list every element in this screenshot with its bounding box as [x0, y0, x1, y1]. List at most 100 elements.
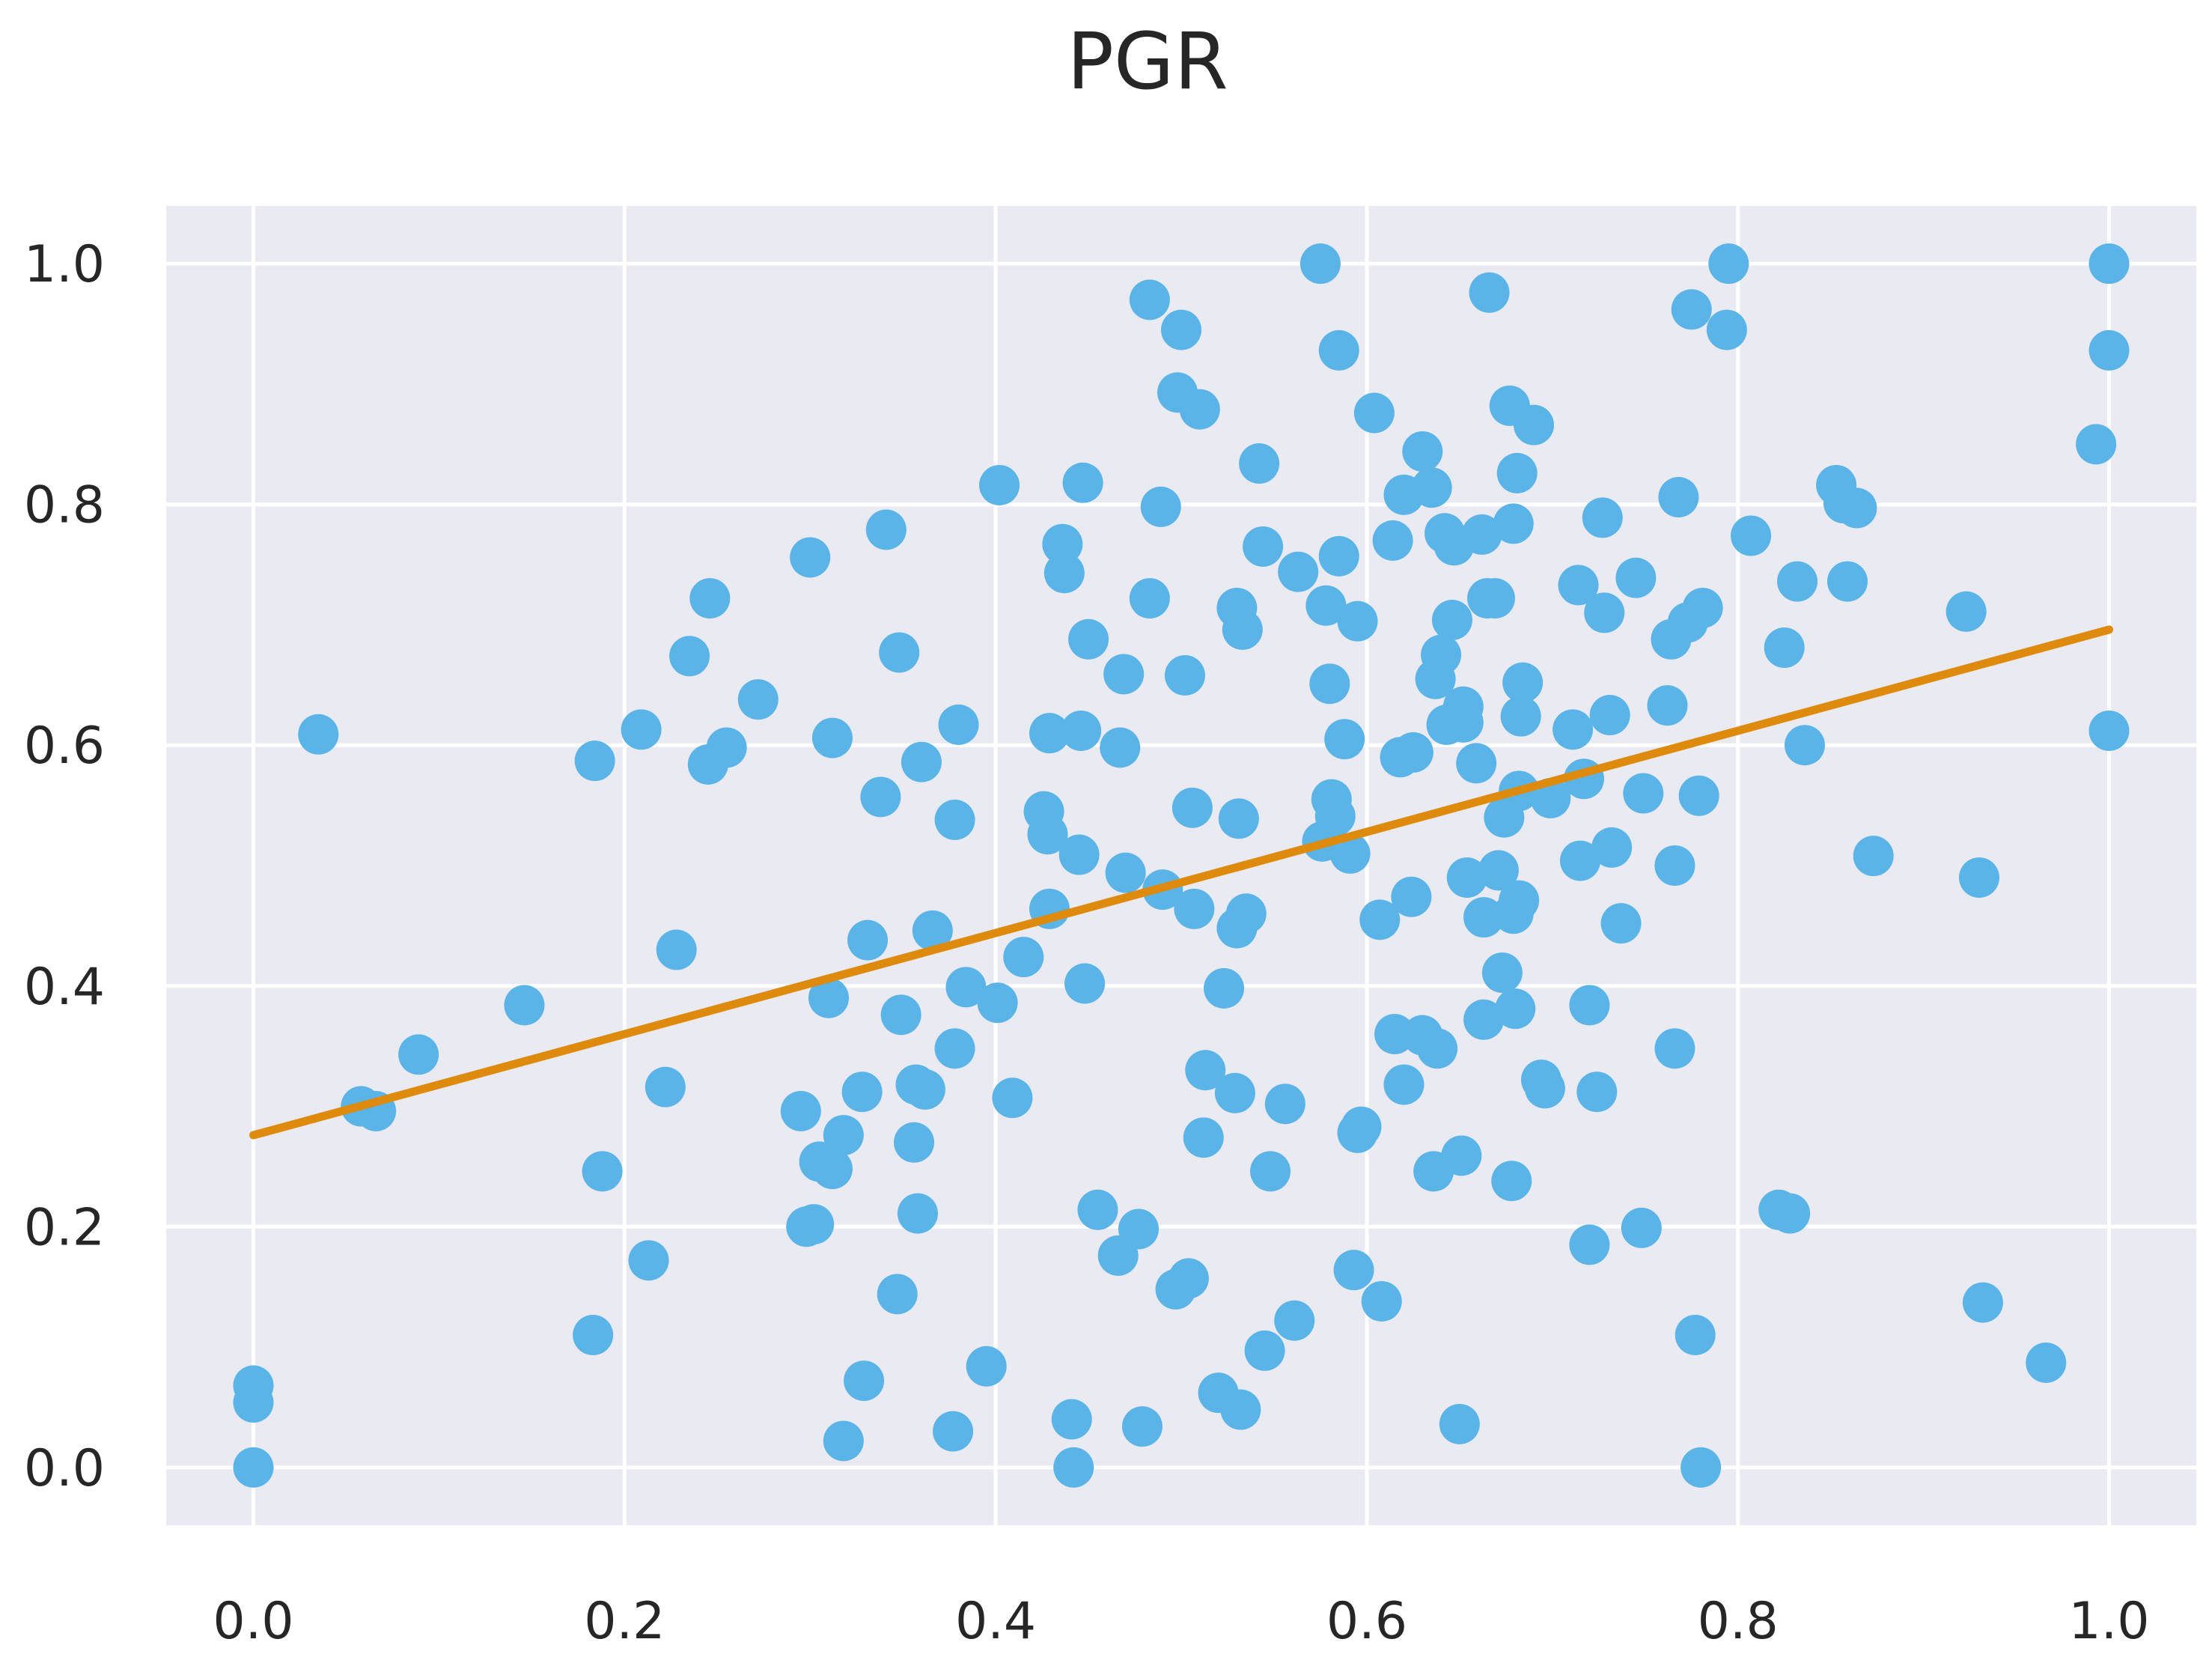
data-point [504, 985, 545, 1026]
data-point [2088, 710, 2130, 751]
data-point [1502, 662, 1544, 703]
x-axis: 0.0 0.2 0.4 0.6 0.8 1.0 [213, 1592, 2149, 1651]
data-point [1264, 1083, 1305, 1125]
data-point [897, 1193, 938, 1234]
data-point [1524, 1068, 1565, 1109]
data-point [1621, 1207, 1662, 1248]
data-point [841, 1071, 883, 1113]
data-point [1318, 329, 1359, 371]
data-point [1764, 627, 1805, 669]
data-point [1446, 857, 1487, 899]
data-point [1784, 725, 1825, 766]
data-point [1392, 732, 1433, 773]
data-point [1463, 999, 1505, 1040]
data-point [574, 741, 615, 782]
data-point [1678, 775, 1719, 816]
y-tick-label: 1.0 [24, 235, 105, 294]
data-point [1499, 880, 1540, 921]
data-point [811, 1149, 853, 1190]
data-point [1064, 963, 1106, 1004]
data-point [1239, 443, 1280, 484]
data-point [706, 727, 747, 768]
data-point [780, 1090, 821, 1131]
data-point [1185, 1050, 1226, 1091]
data-point [1324, 719, 1365, 760]
data-point [1576, 1071, 1618, 1113]
data-point [901, 741, 942, 782]
data-point [1770, 1193, 1811, 1234]
data-point [1305, 585, 1347, 626]
chart-title: PGR [1067, 16, 1228, 107]
data-point [904, 1069, 945, 1110]
y-tick-label: 0.0 [24, 1439, 105, 1498]
data-point [1220, 1389, 1261, 1430]
data-point [2088, 243, 2130, 285]
data-point [1706, 309, 1747, 350]
data-point [1051, 1399, 1092, 1440]
data-point [934, 1028, 975, 1069]
data-point [1463, 897, 1505, 938]
data-point [1058, 834, 1100, 875]
data-point [808, 977, 849, 1018]
data-point [1249, 1151, 1291, 1192]
data-point [1402, 431, 1443, 472]
data-point [1731, 515, 1772, 556]
data-point [1500, 696, 1541, 737]
data-point [860, 776, 901, 818]
data-point [793, 1204, 835, 1245]
data-point [1168, 1258, 1209, 1299]
data-point [865, 509, 907, 550]
y-tick-label: 0.4 [24, 958, 105, 1017]
data-point [1654, 845, 1695, 886]
data-point [1129, 578, 1170, 619]
x-tick-label: 0.0 [213, 1592, 293, 1651]
data-point [1183, 1117, 1224, 1158]
data-point [1675, 1314, 1716, 1355]
y-tick-label: 0.2 [24, 1198, 105, 1257]
x-tick-label: 0.4 [955, 1592, 1036, 1651]
data-point [1481, 952, 1523, 994]
data-point [1474, 578, 1515, 619]
data-point [582, 1151, 623, 1192]
data-point [1214, 1072, 1255, 1113]
data-point [1174, 888, 1215, 929]
data-point [945, 967, 987, 1008]
data-point [669, 636, 710, 677]
data-point [1244, 1330, 1285, 1371]
data-point [1372, 520, 1413, 561]
data-point [1164, 654, 1205, 696]
data-point [1708, 243, 1749, 285]
data-point [1647, 685, 1688, 726]
data-point [398, 1034, 439, 1075]
data-point [966, 1346, 1007, 1387]
data-point [933, 1411, 974, 1452]
data-point [1027, 814, 1068, 855]
data-point [823, 1115, 864, 1156]
data-point [1826, 561, 1868, 602]
data-point [1589, 695, 1630, 736]
data-point [1615, 557, 1657, 598]
data-point [1361, 1280, 1402, 1322]
data-point [1068, 618, 1109, 660]
data-point [1962, 1282, 2003, 1323]
data-point [1103, 654, 1145, 695]
data-point [823, 1420, 864, 1462]
data-point [1681, 1447, 1722, 1488]
data-point [1491, 1161, 1532, 1202]
data-point [1559, 840, 1600, 881]
data-point [1441, 1135, 1482, 1176]
data-point [1946, 591, 1987, 632]
data-point [1654, 1028, 1695, 1069]
data-point [1337, 601, 1378, 642]
data-point [1333, 1250, 1374, 1291]
x-tick-label: 0.8 [1698, 1592, 1779, 1651]
data-point [847, 919, 889, 961]
y-tick-label: 0.8 [24, 476, 105, 535]
data-point [1493, 503, 1534, 544]
data-point [1442, 702, 1484, 743]
data-point [621, 709, 662, 750]
data-point [1043, 553, 1085, 594]
data-point [1061, 710, 1102, 751]
data-point [934, 799, 975, 840]
